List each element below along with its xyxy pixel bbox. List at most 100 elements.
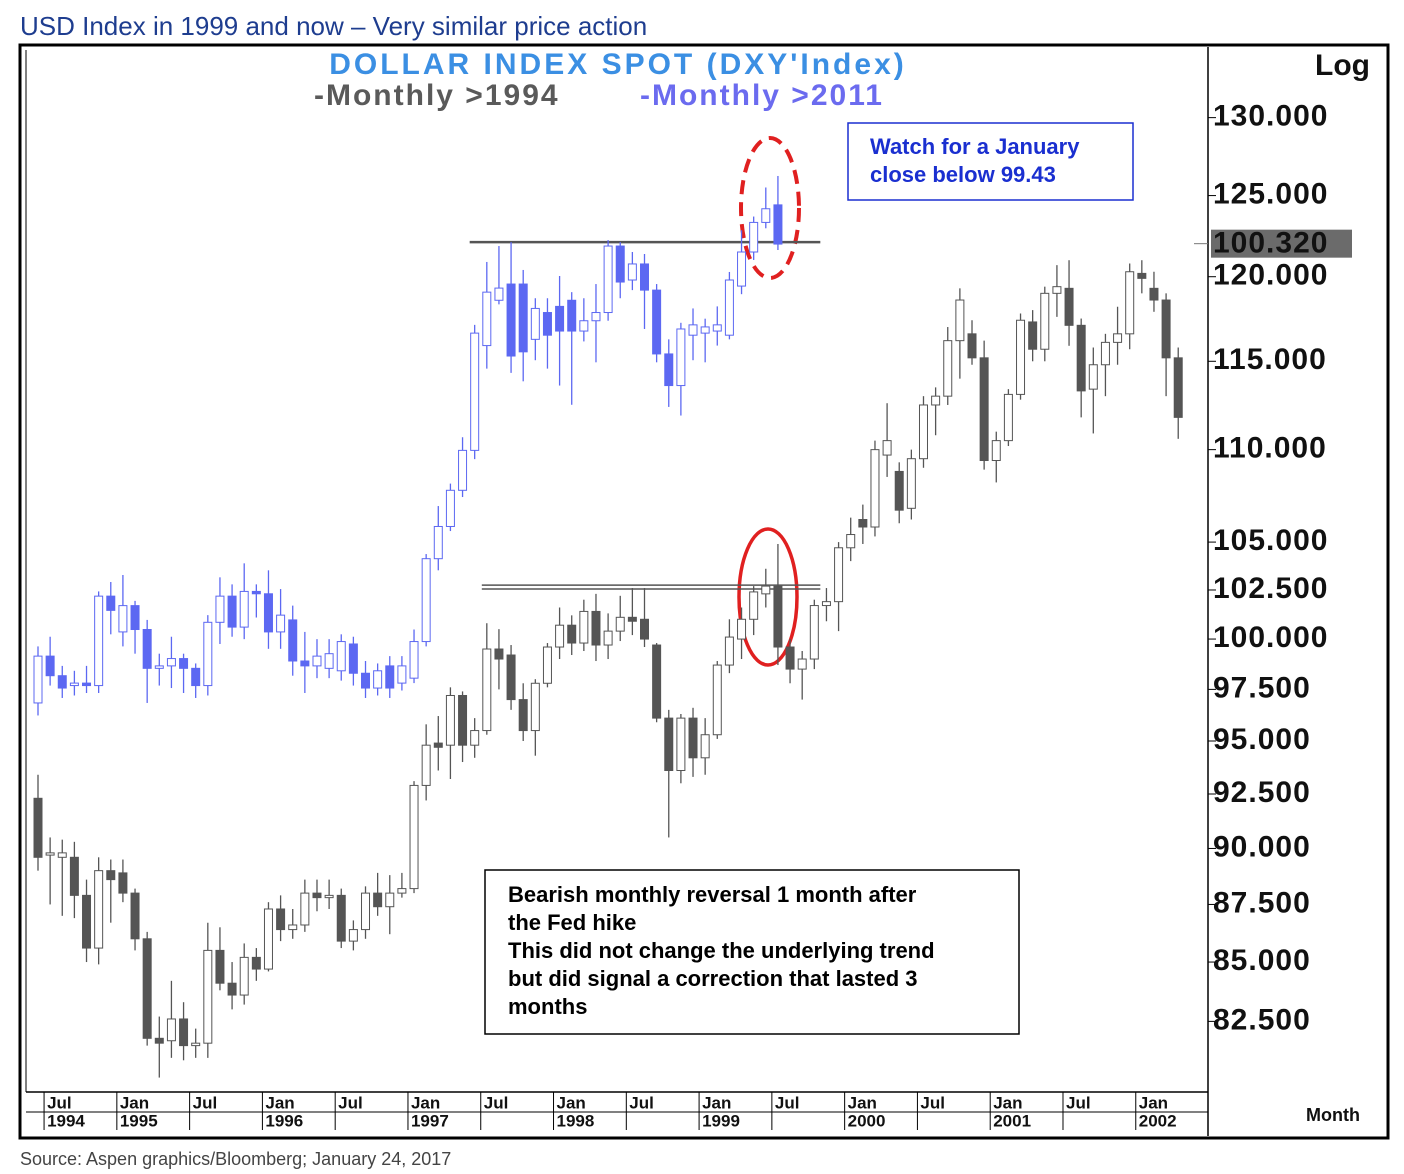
candle-body: [82, 682, 92, 687]
candle-body: [652, 289, 662, 355]
candle-body: [45, 655, 55, 677]
candle-body: [773, 204, 783, 245]
candle-body: [385, 665, 395, 689]
legend-label: -Monthly >2011: [640, 79, 884, 112]
candle-body: [239, 590, 249, 628]
candle-body: [142, 938, 152, 1039]
annotation-text: but did signal a correction that lasted …: [508, 966, 918, 991]
candle-body: [348, 643, 358, 674]
candle-body: [45, 852, 55, 856]
candle-body: [227, 982, 237, 996]
highlight-ellipse: [739, 136, 801, 280]
candle-body: [361, 892, 371, 931]
candle-body: [640, 618, 649, 640]
candle-body: [676, 328, 686, 387]
x-tick-year: 2001: [993, 1111, 1031, 1130]
candle-body: [870, 449, 880, 528]
x-tick-label: Jan: [557, 1093, 586, 1112]
y-tick-label: 125.000: [1213, 178, 1328, 211]
candle-body: [603, 630, 613, 646]
candle-body: [542, 312, 552, 336]
candle-body: [809, 605, 819, 660]
candle-body: [494, 287, 504, 301]
candle-body: [373, 892, 383, 908]
candle-body: [712, 664, 722, 736]
candle-body: [688, 717, 698, 759]
x-tick-year: 1999: [702, 1111, 740, 1130]
candle-body: [373, 670, 383, 689]
candle-body: [361, 672, 371, 689]
candle-body: [1028, 321, 1038, 350]
candle-body: [518, 283, 528, 353]
candle-body: [215, 949, 225, 984]
candle-body: [433, 742, 443, 748]
candle-body: [1052, 286, 1062, 294]
candle-body: [300, 892, 310, 926]
candle-body: [179, 658, 189, 669]
candle-body: [94, 870, 104, 949]
candle-body: [1161, 299, 1171, 359]
candle-body: [82, 894, 92, 949]
y-tick-label: 100.000: [1213, 621, 1328, 654]
candle-body: [1088, 364, 1098, 390]
candle-body: [154, 1037, 164, 1044]
candle-body: [518, 699, 528, 732]
candle-body: [470, 730, 480, 746]
candle-body: [251, 590, 261, 595]
candle-body: [664, 353, 674, 387]
candle-body: [433, 525, 443, 560]
x-tick-year: 1995: [120, 1111, 158, 1130]
candle-body: [57, 675, 67, 689]
y-tick-label: 82.500: [1213, 1003, 1311, 1036]
candle-body: [906, 458, 916, 509]
candle-body: [591, 610, 601, 646]
candle-body: [263, 908, 273, 970]
x-axis-label: Month: [1306, 1105, 1360, 1125]
annotation-box: [484, 869, 1020, 1035]
candle-body: [506, 283, 516, 357]
candle-body: [324, 894, 334, 899]
candle-body: [773, 585, 783, 648]
candle-body: [288, 924, 298, 931]
candle-body: [979, 357, 989, 462]
candle-body: [300, 660, 310, 667]
candle-body: [640, 263, 649, 291]
x-tick-label: Jul: [775, 1093, 800, 1112]
candle-body: [1064, 287, 1074, 326]
y-tick-label: 97.500: [1213, 671, 1311, 704]
x-tick-label: Jul: [920, 1093, 945, 1112]
candle-body: [409, 641, 419, 679]
candle-body: [239, 956, 249, 996]
candle-body: [397, 665, 407, 684]
candle-body: [579, 320, 589, 332]
x-tick-label: Jan: [848, 1093, 877, 1112]
y-tick-label: 120.000: [1213, 259, 1328, 292]
candle-body: [785, 646, 795, 670]
candle-body: [931, 395, 941, 406]
x-tick-label: Jul: [1066, 1093, 1091, 1112]
price-tag: [1211, 229, 1352, 258]
candle-body: [336, 641, 346, 672]
candle-body: [846, 534, 856, 549]
candle-body: [555, 305, 565, 332]
x-tick-label: Jul: [629, 1093, 654, 1112]
candle-body: [1113, 333, 1123, 343]
candle-body: [943, 340, 953, 397]
x-tick-year: 1998: [557, 1111, 595, 1130]
candle-body: [1149, 287, 1159, 301]
candle-body: [385, 892, 395, 908]
candle-body: [821, 601, 831, 607]
candle-body: [458, 694, 468, 746]
candle-body: [1100, 341, 1110, 366]
candle-body: [882, 440, 892, 456]
candle-body: [312, 892, 322, 899]
candle-body: [627, 616, 637, 622]
candle-body: [1040, 292, 1050, 350]
candle-body: [749, 591, 759, 620]
highlight-ellipse: [737, 527, 799, 667]
candle-body: [834, 547, 844, 603]
candle-body: [276, 908, 286, 931]
candle-body: [191, 667, 201, 687]
candle-body: [567, 624, 577, 644]
candle-body: [700, 734, 710, 759]
